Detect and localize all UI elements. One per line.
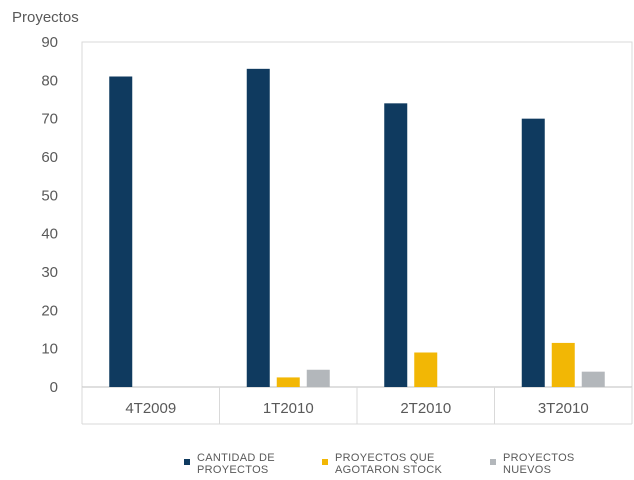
x-axis-categories: 4T2009 1T2010 2T2010 3T2010 xyxy=(81,387,633,425)
bar-2-3T2010 xyxy=(551,342,575,387)
legend-swatch xyxy=(490,459,496,465)
y-tick-label: 0 xyxy=(50,379,58,396)
y-tick-label: 60 xyxy=(41,149,58,166)
bars-group xyxy=(109,68,605,388)
y-tick-label: 70 xyxy=(41,111,58,128)
legend-swatch xyxy=(322,459,328,465)
bar-1-4T2009 xyxy=(109,76,133,387)
bar-1-3T2010 xyxy=(521,118,545,388)
legend-label: PROYECTOS QUE xyxy=(335,452,435,464)
y-tick-label: 50 xyxy=(41,187,58,204)
bar-2-1T2010 xyxy=(276,377,300,387)
y-tick-label: 10 xyxy=(41,341,58,358)
x-tick-label: 4T2009 xyxy=(125,400,176,417)
legend-label: AGOTARON STOCK xyxy=(335,464,442,476)
bar-3-1T2010 xyxy=(306,369,330,387)
bar-1-1T2010 xyxy=(246,68,270,387)
x-tick-label: 2T2010 xyxy=(400,400,451,417)
legend-label: PROYECTOS xyxy=(197,464,269,476)
bar-3-3T2010 xyxy=(581,371,605,387)
legend-label: CANTIDAD DE xyxy=(197,452,275,464)
plot-frame xyxy=(81,41,633,388)
x-tick-label: 1T2010 xyxy=(263,400,314,417)
y-tick-label: 20 xyxy=(41,302,58,319)
plot-area xyxy=(81,41,633,388)
legend-label: NUEVOS xyxy=(503,464,551,476)
y-tick-label: 90 xyxy=(41,34,58,51)
y-axis-ticks: 0 10 20 30 40 50 60 70 80 90 xyxy=(41,34,58,396)
legend-swatch xyxy=(184,459,190,465)
x-tick-label: 3T2010 xyxy=(538,400,589,417)
y-axis-title: Proyectos xyxy=(12,9,79,26)
y-tick-label: 40 xyxy=(41,226,58,243)
y-tick-label: 80 xyxy=(41,72,58,89)
bar-2-2T2010 xyxy=(414,352,438,387)
legend-label: PROYECTOS xyxy=(503,452,575,464)
bar-1-2T2010 xyxy=(384,103,408,387)
y-tick-label: 30 xyxy=(41,264,58,281)
